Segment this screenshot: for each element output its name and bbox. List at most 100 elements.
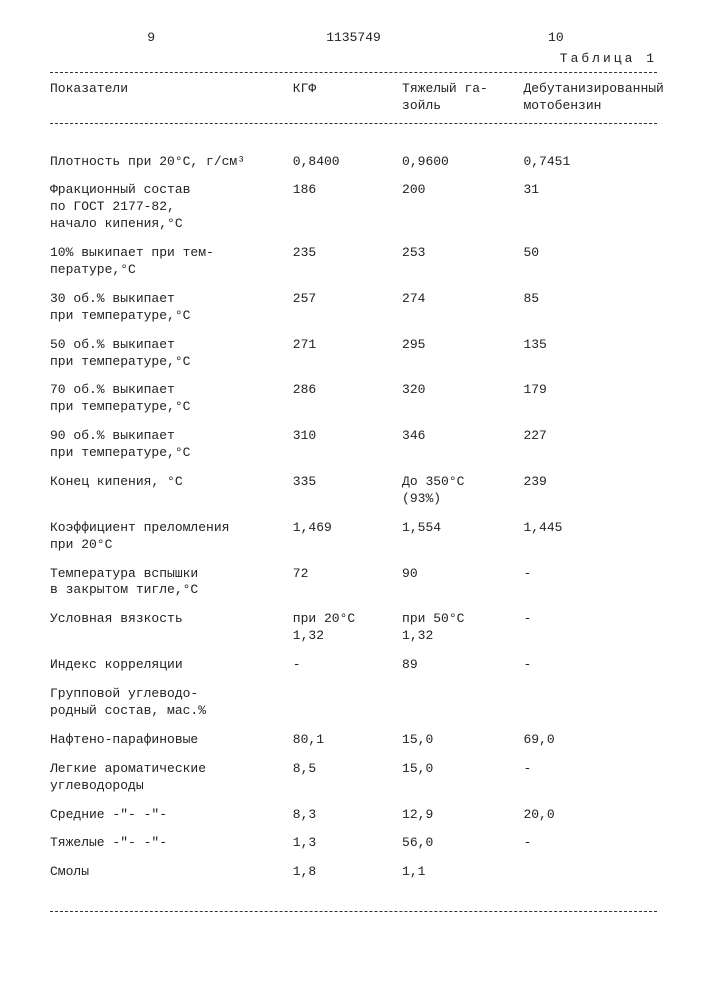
row-label: Конец кипения, °С [50, 468, 293, 514]
row-label: 10% выкипает при тем-пературе,°С [50, 239, 293, 285]
row-v3: 239 [523, 468, 657, 514]
row-v2: 56,0 [402, 829, 523, 858]
row-v1: - [293, 651, 402, 680]
table-row: Нафтено-парафиновые80,115,069,0 [50, 726, 657, 755]
col-header-4: Дебутанизированныймотобензин [523, 75, 657, 121]
row-v3: 179 [523, 376, 657, 422]
table-head: Показатели КГФ Тяжелый га-зойль Дебутани… [50, 75, 657, 121]
table-caption: Таблица 1 [50, 51, 657, 68]
row-label: Легкие ароматическиеуглеводороды [50, 755, 293, 801]
rule-bottom [50, 911, 657, 912]
row-label: Средние -"- -"- [50, 801, 293, 830]
row-v1: 1,3 [293, 829, 402, 858]
table-row: Индекс корреляции-89- [50, 651, 657, 680]
row-v3: 0,7451 [523, 148, 657, 177]
row-v2: 274 [402, 285, 523, 331]
row-v1: 257 [293, 285, 402, 331]
row-v3: - [523, 651, 657, 680]
row-v2: 320 [402, 376, 523, 422]
rule-top [50, 72, 657, 73]
row-v2: 0,9600 [402, 148, 523, 177]
row-label: Нафтено-парафиновые [50, 726, 293, 755]
row-label: Коэффициент преломленияпри 20°С [50, 514, 293, 560]
table-row: Условная вязкостьпри 20°С1,32при 50°С1,3… [50, 605, 657, 651]
row-label: 30 об.% выкипаетпри температуре,°С [50, 285, 293, 331]
row-label: Условная вязкость [50, 605, 293, 651]
table-row: 10% выкипает при тем-пературе,°С23525350 [50, 239, 657, 285]
row-v3: 50 [523, 239, 657, 285]
row-v3: 135 [523, 331, 657, 377]
row-v2: при 50°С1,32 [402, 605, 523, 651]
row-v2: 295 [402, 331, 523, 377]
row-v1: 1,469 [293, 514, 402, 560]
col-header-1: Показатели [50, 75, 293, 121]
row-v3: - [523, 560, 657, 606]
table-row: Смолы1,81,1 [50, 858, 657, 887]
row-label: 90 об.% выкипаетпри температуре,°С [50, 422, 293, 468]
row-v3: 85 [523, 285, 657, 331]
row-label: Фракционный составпо ГОСТ 2177-82,начало… [50, 176, 293, 239]
row-v2: 15,0 [402, 755, 523, 801]
row-label: Температура вспышкив закрытом тигле,°С [50, 560, 293, 606]
row-v1: при 20°С1,32 [293, 605, 402, 651]
row-v2: 1,1 [402, 858, 523, 887]
row-v3: 227 [523, 422, 657, 468]
table-row: 90 об.% выкипаетпри температуре,°С310346… [50, 422, 657, 468]
table-row: Тяжелые -"- -"-1,356,0- [50, 829, 657, 858]
row-v3 [523, 858, 657, 887]
row-v2: 1,554 [402, 514, 523, 560]
table-row: 30 об.% выкипаетпри температуре,°С257274… [50, 285, 657, 331]
row-v2: До 350°С(93%) [402, 468, 523, 514]
row-label: Смолы [50, 858, 293, 887]
row-v1: 286 [293, 376, 402, 422]
row-v2 [402, 680, 523, 726]
row-label: 70 об.% выкипаетпри температуре,°С [50, 376, 293, 422]
doc-number: 1135749 [252, 30, 454, 47]
table-row: Групповой углеводо-родный состав, мас.% [50, 680, 657, 726]
row-v1: 310 [293, 422, 402, 468]
row-v1: 0,8400 [293, 148, 402, 177]
table-row: Плотность при 20°С, г/см³0,84000,96000,7… [50, 148, 657, 177]
row-v2: 253 [402, 239, 523, 285]
row-v1: 335 [293, 468, 402, 514]
row-v3: 31 [523, 176, 657, 239]
row-v2: 346 [402, 422, 523, 468]
col-header-3: Тяжелый га-зойль [402, 75, 523, 121]
row-v1 [293, 680, 402, 726]
row-v1: 80,1 [293, 726, 402, 755]
row-v1: 186 [293, 176, 402, 239]
row-v3: 1,445 [523, 514, 657, 560]
col-header-2: КГФ [293, 75, 402, 121]
row-label: Групповой углеводо-родный состав, мас.% [50, 680, 293, 726]
row-v1: 8,3 [293, 801, 402, 830]
row-label: 50 об.% выкипаетпри температуре,°С [50, 331, 293, 377]
table-row: Конец кипения, °С335До 350°С(93%)239 [50, 468, 657, 514]
row-v3: - [523, 605, 657, 651]
row-v1: 235 [293, 239, 402, 285]
row-v3: 20,0 [523, 801, 657, 830]
row-v2: 89 [402, 651, 523, 680]
table-row: 50 об.% выкипаетпри температуре,°С271295… [50, 331, 657, 377]
table-row: Температура вспышкив закрытом тигле,°С72… [50, 560, 657, 606]
row-v1: 72 [293, 560, 402, 606]
table-row: Средние -"- -"-8,312,920,0 [50, 801, 657, 830]
row-v3: - [523, 755, 657, 801]
row-v3: - [523, 829, 657, 858]
row-v1: 8,5 [293, 755, 402, 801]
row-v3: 69,0 [523, 726, 657, 755]
page-left: 9 [50, 30, 252, 47]
row-v1: 1,8 [293, 858, 402, 887]
table-body: Плотность при 20°С, г/см³0,84000,96000,7… [50, 148, 657, 888]
row-v2: 12,9 [402, 801, 523, 830]
table-row: 70 об.% выкипаетпри температуре,°С286320… [50, 376, 657, 422]
row-v2: 90 [402, 560, 523, 606]
row-label: Индекс корреляции [50, 651, 293, 680]
page-header: 9 1135749 10 [50, 30, 657, 47]
table-row: Фракционный составпо ГОСТ 2177-82,начало… [50, 176, 657, 239]
row-v1: 271 [293, 331, 402, 377]
row-label: Плотность при 20°С, г/см³ [50, 148, 293, 177]
page-right: 10 [455, 30, 657, 47]
table-row: Коэффициент преломленияпри 20°С1,4691,55… [50, 514, 657, 560]
table-row: Легкие ароматическиеуглеводороды8,515,0- [50, 755, 657, 801]
row-v2: 15,0 [402, 726, 523, 755]
